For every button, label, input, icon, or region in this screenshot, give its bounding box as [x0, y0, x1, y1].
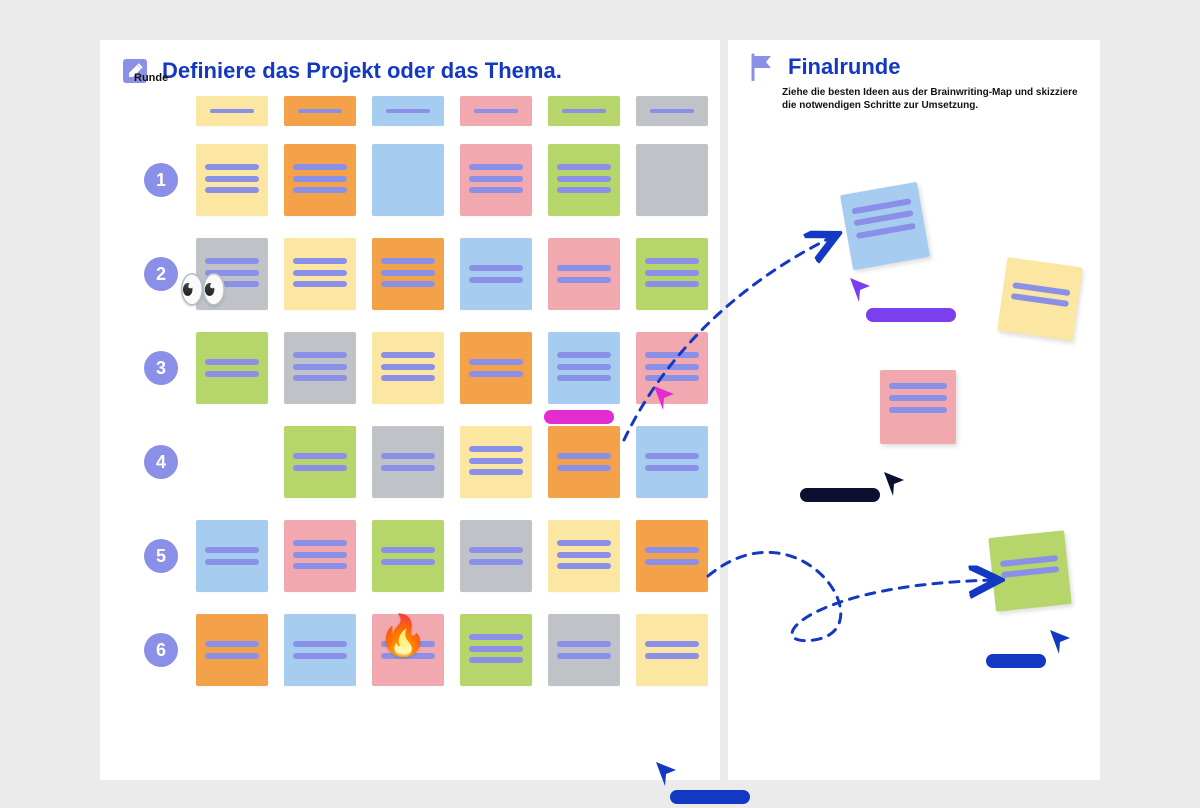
- grid-sticky[interactable]: [460, 426, 532, 498]
- grid-sticky[interactable]: [372, 238, 444, 310]
- header-sticky[interactable]: [196, 96, 268, 126]
- grid-sticky[interactable]: [284, 614, 356, 686]
- grid-sticky[interactable]: [548, 426, 620, 498]
- brainwriting-grid: Runde 123456: [100, 94, 720, 124]
- grid-sticky[interactable]: [284, 426, 356, 498]
- grid-sticky[interactable]: [196, 144, 268, 216]
- right-subtitle: Ziehe die besten Ideen aus der Brainwrit…: [728, 86, 1100, 120]
- template-canvas: Definiere das Projekt oder das Thema. Ru…: [100, 40, 1100, 780]
- grid-sticky[interactable]: [372, 520, 444, 592]
- grid-sticky[interactable]: [196, 614, 268, 686]
- grid-sticky[interactable]: [284, 238, 356, 310]
- grid-sticky[interactable]: [548, 144, 620, 216]
- round-badge: 1: [144, 163, 178, 197]
- grid-sticky[interactable]: [636, 144, 708, 216]
- left-title-row: Definiere das Projekt oder das Thema.: [100, 40, 720, 94]
- brainwriting-panel: Definiere das Projekt oder das Thema. Ru…: [100, 40, 720, 780]
- grid-sticky[interactable]: [636, 520, 708, 592]
- right-title-row: Finalrunde: [728, 40, 1100, 86]
- grid-sticky[interactable]: [372, 144, 444, 216]
- header-sticky[interactable]: [636, 96, 708, 126]
- flag-icon: [748, 54, 774, 80]
- final-sticky[interactable]: [988, 530, 1071, 612]
- round-badge: 6: [144, 633, 178, 667]
- right-title: Finalrunde: [788, 54, 900, 80]
- grid-sticky[interactable]: [548, 614, 620, 686]
- grid-sticky[interactable]: [284, 520, 356, 592]
- round-badge: 3: [144, 351, 178, 385]
- grid-sticky[interactable]: [548, 520, 620, 592]
- final-sticky[interactable]: [997, 257, 1083, 341]
- final-sticky[interactable]: [880, 370, 956, 444]
- grid-sticky[interactable]: [636, 426, 708, 498]
- grid-sticky[interactable]: [196, 332, 268, 404]
- grid-sticky[interactable]: [460, 238, 532, 310]
- grid-sticky[interactable]: [284, 144, 356, 216]
- round-badge: 5: [144, 539, 178, 573]
- grid-sticky[interactable]: [636, 614, 708, 686]
- decoration-emoji: 🔥: [378, 616, 428, 656]
- grid-sticky[interactable]: [372, 332, 444, 404]
- grid-sticky[interactable]: [636, 332, 708, 404]
- round-header-label: Runde: [134, 72, 168, 84]
- final-round-panel: Finalrunde Ziehe die besten Ideen aus de…: [728, 40, 1100, 780]
- round-badge: 4: [144, 445, 178, 479]
- header-sticky[interactable]: [284, 96, 356, 126]
- grid-sticky[interactable]: [636, 238, 708, 310]
- grid-sticky[interactable]: [372, 426, 444, 498]
- header-sticky[interactable]: [460, 96, 532, 126]
- header-sticky[interactable]: [372, 96, 444, 126]
- grid-sticky[interactable]: [460, 520, 532, 592]
- grid-sticky[interactable]: [460, 144, 532, 216]
- decoration-emoji: 👀: [178, 270, 228, 310]
- left-title: Definiere das Projekt oder das Thema.: [162, 58, 562, 84]
- grid-sticky[interactable]: [548, 238, 620, 310]
- header-sticky[interactable]: [548, 96, 620, 126]
- round-badge: 2: [144, 257, 178, 291]
- grid-sticky[interactable]: [196, 520, 268, 592]
- grid-sticky[interactable]: [460, 614, 532, 686]
- final-sticky[interactable]: [840, 182, 930, 270]
- grid-sticky[interactable]: [284, 332, 356, 404]
- grid-sticky[interactable]: [548, 332, 620, 404]
- grid-sticky[interactable]: [460, 332, 532, 404]
